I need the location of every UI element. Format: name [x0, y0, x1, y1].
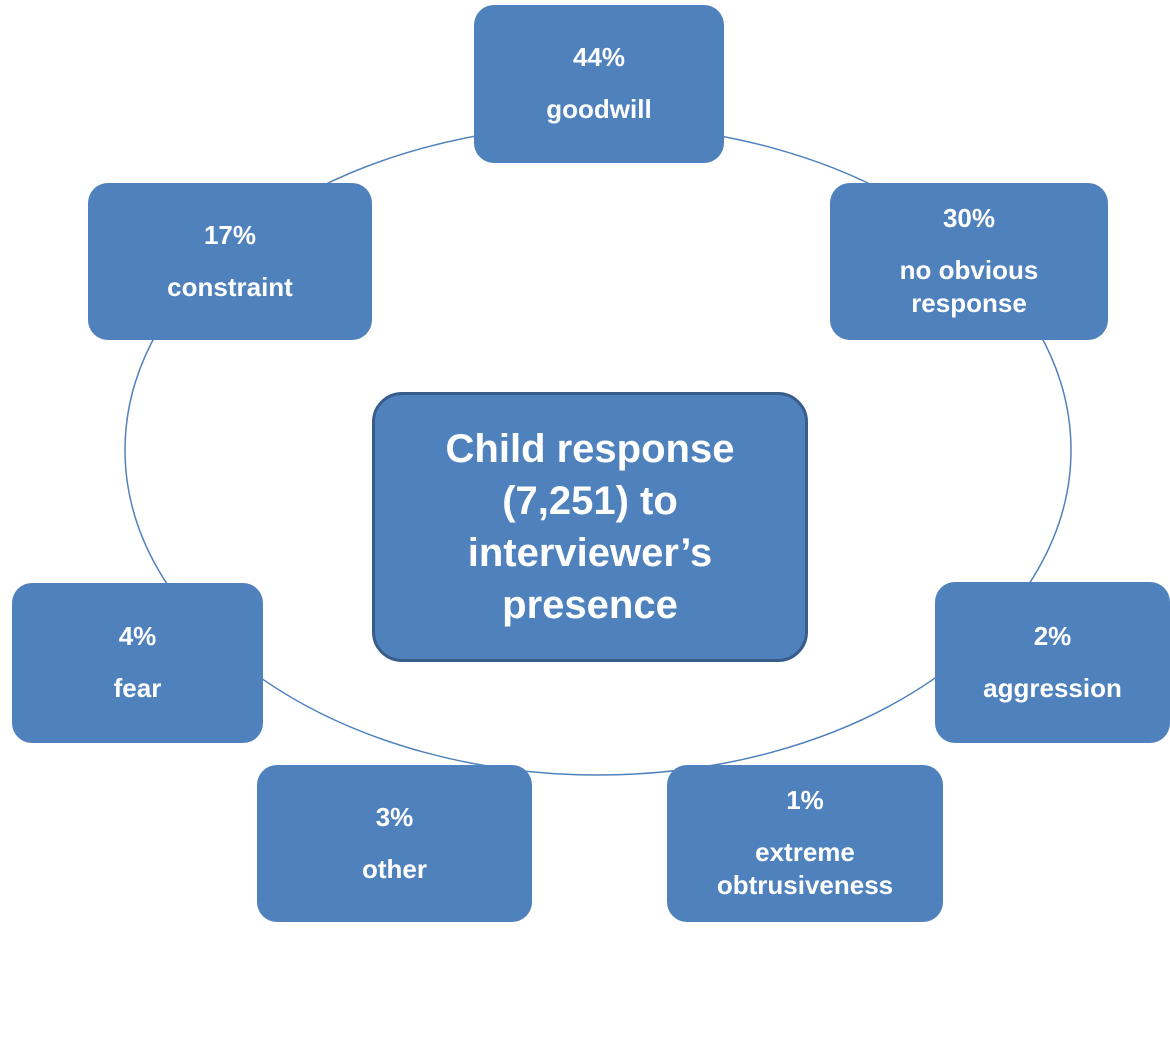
node: 3% other [257, 765, 532, 922]
node: 30% no obvious response [830, 183, 1108, 340]
node-label: aggression [983, 672, 1122, 703]
node-percent: 3% [375, 801, 414, 832]
node: 2% aggression [935, 582, 1170, 743]
node-label: extreme obtrusiveness [716, 836, 894, 901]
center-label: Child response (7,251) to interviewer’s … [445, 427, 735, 627]
node-label: fear [113, 673, 162, 703]
node-percent: 4% [118, 621, 157, 652]
node-label: constraint [167, 271, 293, 302]
node-label: no obvious response [899, 254, 1039, 319]
node-percent: 17% [203, 219, 257, 250]
node-percent: 44% [572, 42, 626, 73]
node-label: other [362, 853, 427, 884]
node: 44% goodwill [474, 5, 724, 163]
node-percent: 2% [1033, 620, 1072, 651]
node-label: goodwill [546, 94, 652, 124]
node: 4% fear [12, 583, 263, 743]
node-percent: 1% [786, 784, 824, 815]
node: 1% extreme obtrusiveness [667, 765, 943, 922]
node: 17% constraint [88, 183, 372, 340]
center-node: Child response (7,251) to interviewer’s … [372, 392, 808, 662]
node-percent: 30% [942, 202, 996, 233]
